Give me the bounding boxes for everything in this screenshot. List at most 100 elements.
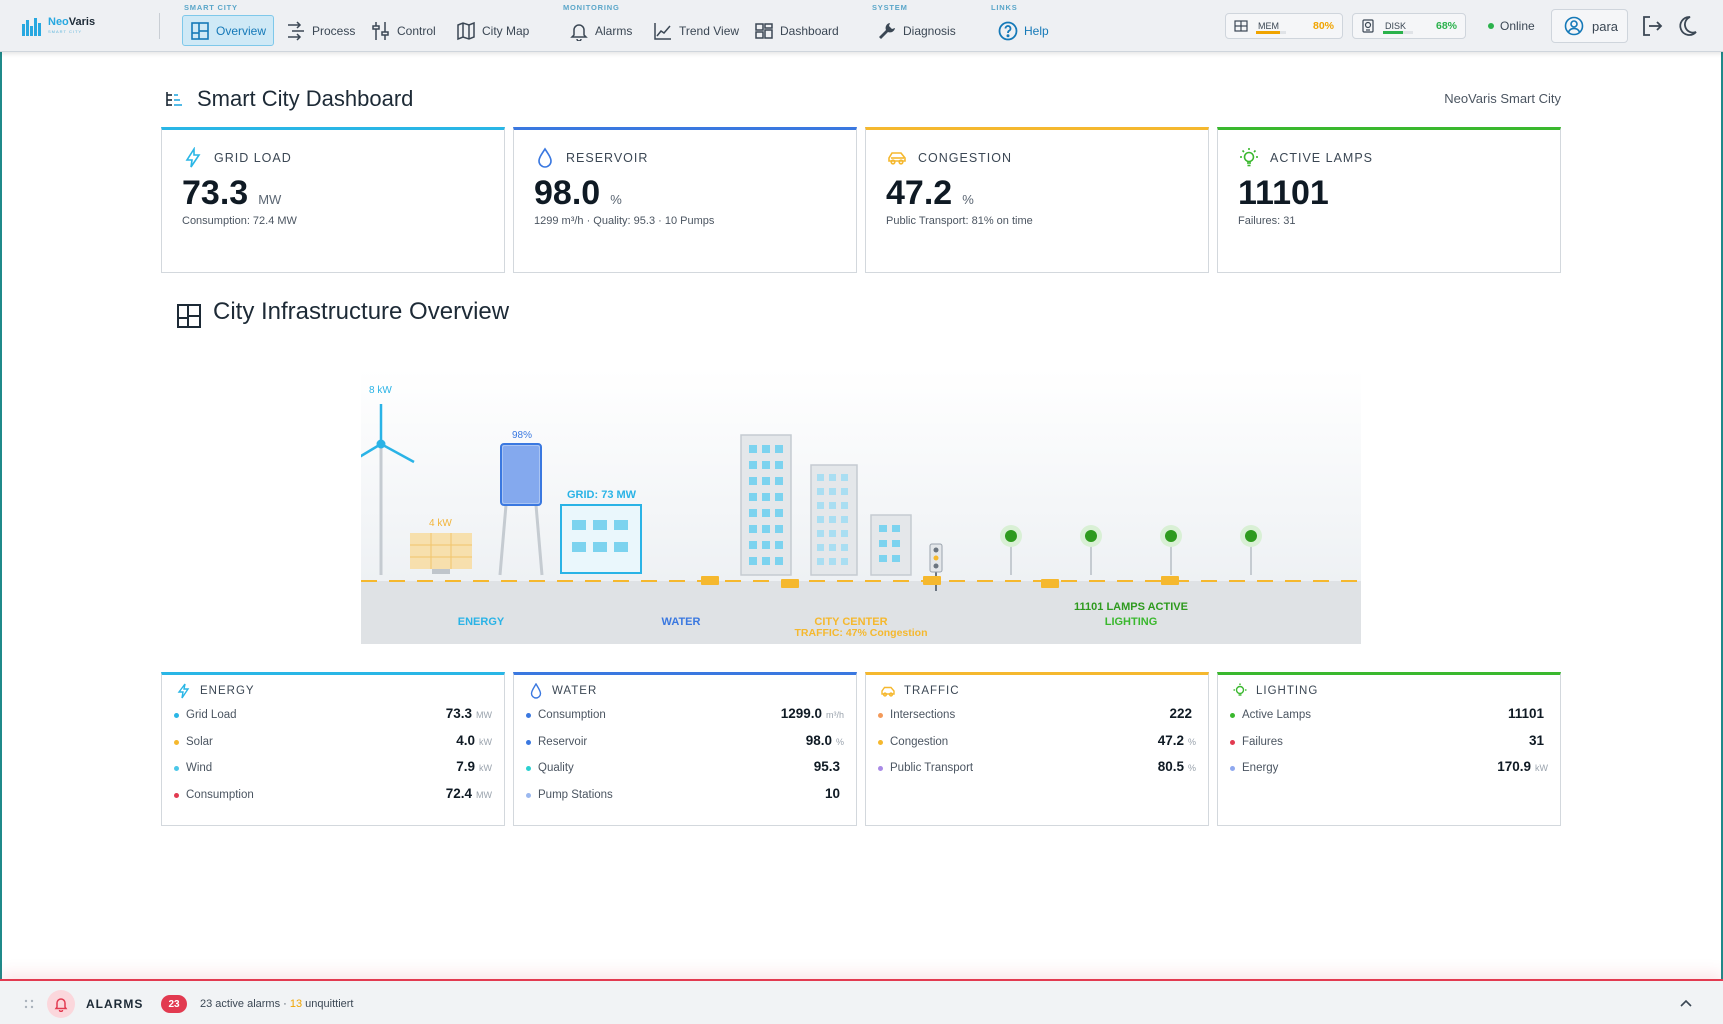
alarm-bar[interactable]: ALARMS 23 23 active alarms · 13 unquitti…: [0, 979, 1723, 1024]
layout-grid-icon: [177, 304, 201, 328]
kpi-value: 11101: [1238, 174, 1339, 213]
kpi-label: GRID LOAD: [214, 151, 292, 165]
mem-bar: [1256, 31, 1286, 34]
alarm-unack-count: 13: [289, 998, 303, 1010]
map-icon: [457, 21, 475, 40]
nav-diagnosis[interactable]: Diagnosis: [870, 15, 963, 46]
nav-alarms[interactable]: Alarms: [562, 15, 639, 46]
row-dot: [174, 739, 179, 745]
detail-row: Active Lamps 11101: [1230, 705, 1548, 727]
nav-help[interactable]: Help: [991, 15, 1056, 46]
lightning-icon: [185, 147, 201, 168]
nav-dashboard[interactable]: Dashboard: [747, 15, 846, 46]
scene-ground: [361, 581, 1361, 644]
zone-traffic-label: TRAFFIC: 47% Congestion: [795, 627, 928, 639]
user-menu-button[interactable]: para: [1551, 9, 1628, 43]
kpi-subtext: Consumption: 72.4 MW: [182, 215, 297, 227]
detail-card-traffic[interactable]: TRAFFIC Intersections 222 Congestion 47.2% P…: [865, 672, 1209, 826]
row-number: 47.2: [1157, 732, 1184, 748]
chevron-up-icon[interactable]: [1679, 997, 1693, 1011]
kpi-header: ACTIVE LAMPS: [1238, 147, 1373, 169]
nav-trend-view[interactable]: Trend View: [646, 15, 746, 46]
nav-control-label: Control: [397, 23, 436, 38]
row-unit: %: [835, 736, 844, 747]
row-dot: [878, 766, 883, 771]
nav-group-smart-city: SMART CITY: [184, 3, 238, 12]
building-small: [870, 514, 912, 576]
row-label: Public Transport: [890, 762, 974, 774]
alarm-count-badge: 23: [161, 995, 187, 1013]
row-label: Consumption: [538, 709, 606, 721]
row-dot: [174, 792, 179, 798]
nav-control[interactable]: Control: [364, 15, 443, 46]
detail-row: Public Transport 80.5%: [878, 758, 1196, 780]
nav-process[interactable]: Process: [279, 15, 362, 46]
drag-handle-icon[interactable]: [24, 999, 34, 1009]
kpi-header: GRID LOAD: [182, 147, 292, 169]
kpi-card-reservoir[interactable]: RESERVOIR 98.0% 1299 m³/h · Quality: 95.…: [513, 127, 857, 273]
top-header: NeoVaris SMART CITY SMART CITY MONITORIN…: [0, 0, 1723, 52]
detail-title: WATER: [552, 685, 598, 697]
logout-icon[interactable]: [1640, 14, 1664, 38]
detail-header: TRAFFIC: [880, 683, 960, 699]
kpi-card-grid-load[interactable]: GRID LOAD 73.3 MW Consumption: 72.4 MW: [161, 127, 505, 273]
detail-header: WATER: [528, 683, 597, 699]
row-value: 1299.0 m³/h: [781, 706, 844, 721]
detail-header: LIGHTING: [1232, 683, 1318, 699]
detail-row: Wind 7.9 kW: [174, 758, 492, 780]
kpi-number: 73.3: [182, 174, 249, 212]
row-value: 10: [825, 786, 844, 801]
trend-chart-icon: [654, 22, 671, 40]
mem-bar-fill: [1256, 31, 1280, 34]
detail-card-lighting[interactable]: LIGHTING Active Lamps 11101 Failures 31 Ener…: [1217, 672, 1561, 826]
nav-overview-label: Overview: [216, 23, 267, 38]
nav-overview[interactable]: Overview: [182, 15, 275, 46]
brand-name: NeoVaris: [48, 16, 95, 28]
alarm-summary: 23 active alarms · 13 unquittiert: [200, 998, 354, 1010]
row-value: 170.9 kW: [1497, 759, 1548, 774]
nav-trend-view-label: Trend View: [679, 23, 740, 38]
row-unit: MW: [476, 710, 492, 720]
disk-indicator[interactable]: DISK 68%: [1352, 13, 1466, 39]
row-number: 4.0: [456, 732, 475, 748]
sliders-icon: [372, 21, 389, 40]
mem-indicator[interactable]: MEM 80%: [1225, 13, 1343, 39]
dashboard-icon: [755, 22, 773, 39]
water-tower: [498, 443, 544, 576]
row-number: 95.3: [813, 759, 840, 774]
row-dot: [526, 792, 531, 798]
row-number: 72.4: [445, 785, 472, 801]
row-unit: m³/h: [826, 710, 844, 720]
row-dot: [526, 713, 531, 718]
alarm-active-text: 23 active alarms ·: [200, 998, 290, 1010]
status-dot: [1488, 23, 1494, 29]
skyscraper-tall: [740, 434, 792, 576]
row-label: Pump Stations: [538, 788, 613, 801]
car-icon: [881, 686, 895, 697]
detail-title: ENERGY: [200, 685, 255, 697]
zone-water-label: WATER: [662, 616, 701, 628]
row-number: 11101: [1507, 706, 1544, 721]
detail-card-energy[interactable]: ENERGY Grid Load 73.3 MW Solar 4.0 kW Wind 7.9 k…: [161, 672, 505, 826]
row-label: Solar: [186, 735, 213, 748]
water-drop-icon: [530, 683, 542, 699]
nav-city-map[interactable]: City Map: [449, 15, 536, 46]
grid-capacity-label: GRID: 73 MW: [567, 489, 637, 501]
grid-layout-icon: [191, 21, 209, 40]
detail-row: Congestion 47.2%: [878, 732, 1196, 754]
kpi-card-congestion[interactable]: CONGESTION 47.2% Public Transport: 81% o…: [865, 127, 1209, 273]
wrench-icon: [879, 22, 895, 39]
kpi-subtext: Failures: 31: [1238, 215, 1296, 227]
nav-city-map-label: City Map: [482, 23, 530, 38]
app-logo[interactable]: NeoVaris SMART CITY: [22, 14, 102, 38]
wind-power-label: 8 kW: [369, 385, 392, 396]
vehicle: [1041, 579, 1059, 588]
mem-label: MEM: [1258, 21, 1279, 31]
dark-mode-moon-icon[interactable]: [1675, 14, 1699, 38]
kpi-unit: %: [962, 192, 974, 207]
row-label: Consumption: [186, 788, 254, 801]
detail-card-water[interactable]: WATER Consumption 1299.0 m³/h Reservoir 98.0…: [513, 672, 857, 826]
row-value: 7.9 kW: [456, 759, 492, 774]
kpi-card-active-lamps[interactable]: ACTIVE LAMPS 11101 Failures: 31: [1217, 127, 1561, 273]
city-scene-svg: 8 kW 4 kW 98% GRID: 7: [350, 369, 1361, 644]
